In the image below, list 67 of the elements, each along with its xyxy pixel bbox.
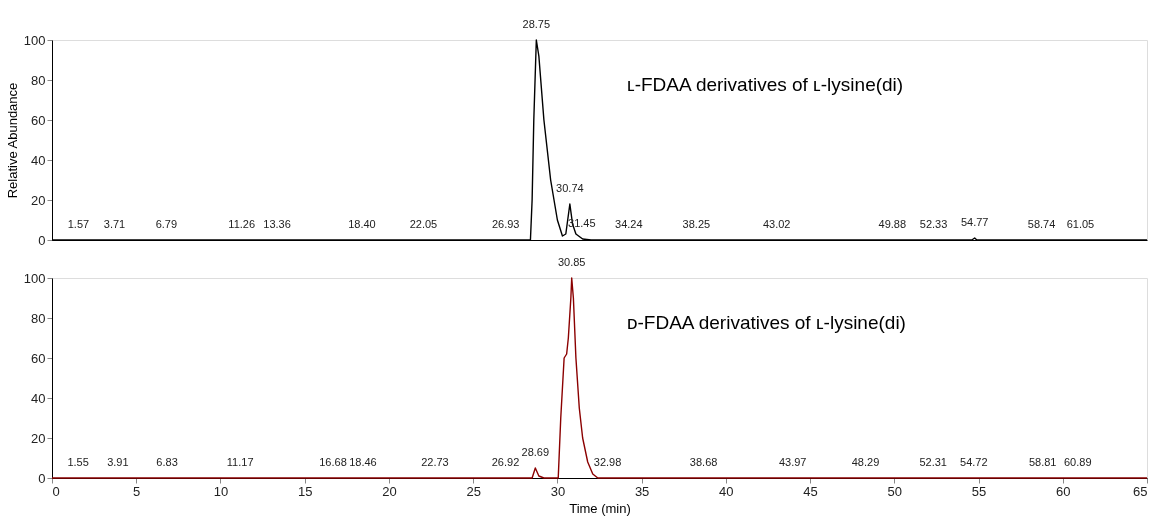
x-tick-label: 40 (719, 483, 734, 499)
annotation: 16.68 (319, 456, 347, 468)
y-tick-label: 100 (23, 32, 46, 48)
annotation: 32.98 (593, 456, 622, 468)
annotation: 11.26 (228, 218, 256, 230)
y-tick-label: 0 (38, 470, 46, 486)
annotation: 26.92 (491, 456, 520, 468)
annotation: 18.40 (348, 218, 376, 230)
x-tick-label: 20 (382, 483, 397, 499)
annotation: 28.75 (522, 18, 551, 30)
annotation: 30.85 (557, 256, 586, 268)
y-tick-label: 80 (31, 72, 46, 88)
y-tick-label: 60 (31, 350, 46, 366)
x-tick-label: 50 (887, 483, 903, 499)
y-tick-label: 0 (38, 232, 46, 248)
x-tick-label: 15 (297, 483, 313, 499)
annotation: 28.69 (521, 446, 550, 458)
annotation: 52.31 (919, 456, 947, 468)
y-tick-label: 80 (31, 310, 46, 326)
x-tick-label: 30 (550, 483, 566, 499)
annotation: 1.55 (67, 456, 89, 468)
y-tick-label: 20 (31, 430, 46, 446)
x-tick-label: 10 (213, 483, 229, 499)
y-axis-title: Relative Abundance (4, 82, 20, 199)
annotation: 3.91 (107, 456, 129, 468)
annotation: 38.68 (689, 456, 718, 468)
annotation: 38.25 (682, 218, 711, 230)
annotation: 1.57 (67, 218, 90, 230)
annotation: 30.74 (556, 182, 584, 194)
line-series (51, 277, 1148, 479)
annotation: ᴅ-FDAA derivatives of ʟ-lysine(di) (627, 312, 906, 333)
annotation: 6.83 (156, 456, 178, 468)
x-tick-label: 35 (634, 483, 650, 499)
annotation: 43.02 (762, 218, 791, 230)
annotation: 60.89 (1064, 456, 1092, 468)
annotation: 26.93 (491, 218, 520, 230)
annotation: 54.72 (960, 456, 988, 468)
annotation: 54.77 (960, 216, 989, 228)
annotation: 6.79 (155, 218, 178, 230)
annotation: 61.05 (1066, 218, 1095, 230)
annotation: 49.88 (878, 218, 907, 230)
annotation: 22.73 (421, 456, 449, 468)
y-tick-label: 40 (31, 390, 46, 406)
annotation: 22.05 (409, 218, 438, 230)
annotation: 58.81 (1028, 456, 1057, 468)
annotation: 3.71 (103, 218, 126, 230)
y-tick-label: 20 (31, 192, 46, 208)
x-tick-label: 25 (466, 483, 481, 499)
y-tick-label: 60 (31, 112, 46, 128)
x-tick-label: 45 (803, 483, 818, 499)
annotation: 58.74 (1027, 218, 1056, 230)
x-tick-label: 0 (52, 483, 60, 499)
y-tick-label: 100 (23, 270, 46, 286)
annotation: 52.33 (919, 218, 948, 230)
x-tick-label: 55 (971, 483, 987, 499)
x-tick-label: 60 (1056, 483, 1071, 499)
annotation: ʟ-FDAA derivatives of ʟ-lysine(di) (627, 74, 904, 95)
x-tick-label: 5 (133, 483, 141, 499)
annotation: 18.46 (349, 456, 377, 468)
y-tick-label: 40 (31, 152, 46, 168)
x-axis-title: Time (min) (569, 500, 631, 516)
annotation: 48.29 (851, 456, 880, 468)
annotation: 43.97 (778, 456, 807, 468)
annotation: 34.24 (615, 218, 643, 230)
annotation: 11.17 (226, 456, 254, 468)
annotation: 13.36 (263, 218, 291, 230)
x-tick-label: 65 (1133, 483, 1148, 499)
